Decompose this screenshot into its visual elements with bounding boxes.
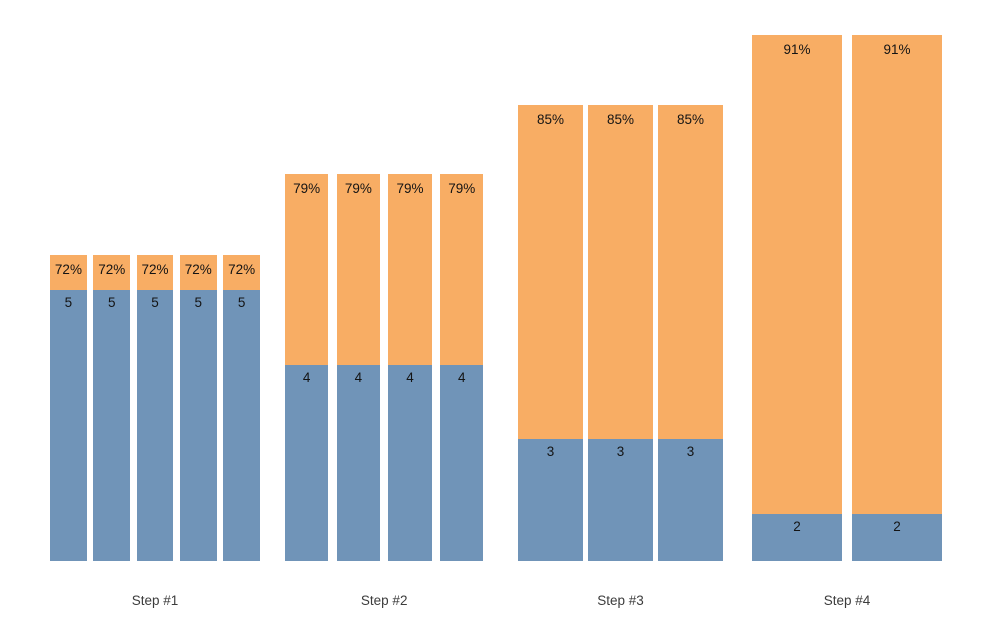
step-label: Step #1: [131, 593, 179, 608]
count-label: 3: [616, 444, 625, 460]
bar-segment-bottom: 5: [223, 290, 260, 561]
percent-label: 91%: [883, 42, 911, 57]
bar-segment-bottom: 5: [50, 290, 87, 561]
count-label: 5: [194, 295, 202, 310]
bar-segment-top: 72%: [136, 255, 174, 290]
percent-label: 79%: [344, 181, 372, 196]
bar-segment-top: 79%: [285, 174, 329, 365]
percent-label: 72%: [228, 262, 256, 277]
count-label: 2: [893, 519, 901, 534]
bar-segment-bottom: 3: [658, 439, 723, 561]
count-label: 5: [151, 295, 159, 310]
bar-segment-bottom: 4: [388, 364, 432, 561]
percent-label: 79%: [396, 181, 424, 196]
count-label: 3: [546, 444, 555, 460]
percent-label: 85%: [606, 111, 635, 127]
bar-segment-top: 79%: [336, 174, 380, 365]
bar-segment-bottom: 2: [852, 514, 942, 561]
percent-label: 79%: [448, 181, 476, 196]
bar-segment-top: 72%: [223, 255, 260, 290]
bar-segment-top: 72%: [93, 255, 131, 290]
bar-segment-top: 72%: [179, 255, 217, 290]
percent-label: 72%: [184, 262, 212, 277]
bar-segment-bottom: 5: [179, 290, 217, 561]
percent-label: 85%: [676, 111, 705, 127]
bar-segment-top: 91%: [852, 35, 942, 514]
bar-segment-bottom: 5: [136, 290, 174, 561]
percent-label: 72%: [141, 262, 169, 277]
step-label: Step #4: [823, 593, 871, 608]
bar-segment-top: 72%: [50, 255, 87, 290]
bar-segment-bottom: 2: [752, 514, 842, 561]
bar-segment-top: 85%: [518, 104, 583, 440]
percent-label: 85%: [536, 111, 565, 127]
count-label: 2: [793, 519, 801, 534]
count-label: 3: [686, 444, 695, 460]
bar-segment-bottom: 4: [440, 364, 484, 561]
step-label: Step #2: [360, 593, 408, 608]
bar-segment-top: 91%: [752, 35, 842, 514]
bar-segment-top: 85%: [588, 104, 653, 440]
percent-label: 91%: [783, 42, 811, 57]
count-label: 4: [457, 369, 466, 385]
bar-segment-bottom: 4: [285, 364, 329, 561]
count-label: 5: [107, 295, 116, 310]
step-label: Step #3: [597, 593, 644, 608]
bar-segment-top: 79%: [440, 174, 484, 365]
percent-label: 72%: [54, 262, 82, 277]
bar-segment-top: 79%: [388, 174, 432, 365]
bar-segment-top: 85%: [658, 104, 723, 440]
bar-segment-bottom: 3: [518, 439, 583, 561]
count-label: 5: [64, 295, 73, 310]
bar-segment-bottom: 5: [93, 290, 131, 561]
bar-segment-bottom: 3: [588, 439, 653, 561]
bar-segment-bottom: 4: [336, 364, 380, 561]
count-label: 5: [237, 295, 246, 310]
percent-label: 72%: [98, 262, 126, 277]
percent-label: 79%: [293, 181, 321, 196]
count-label: 4: [406, 369, 414, 385]
count-label: 4: [354, 369, 363, 385]
count-label: 4: [302, 369, 311, 385]
